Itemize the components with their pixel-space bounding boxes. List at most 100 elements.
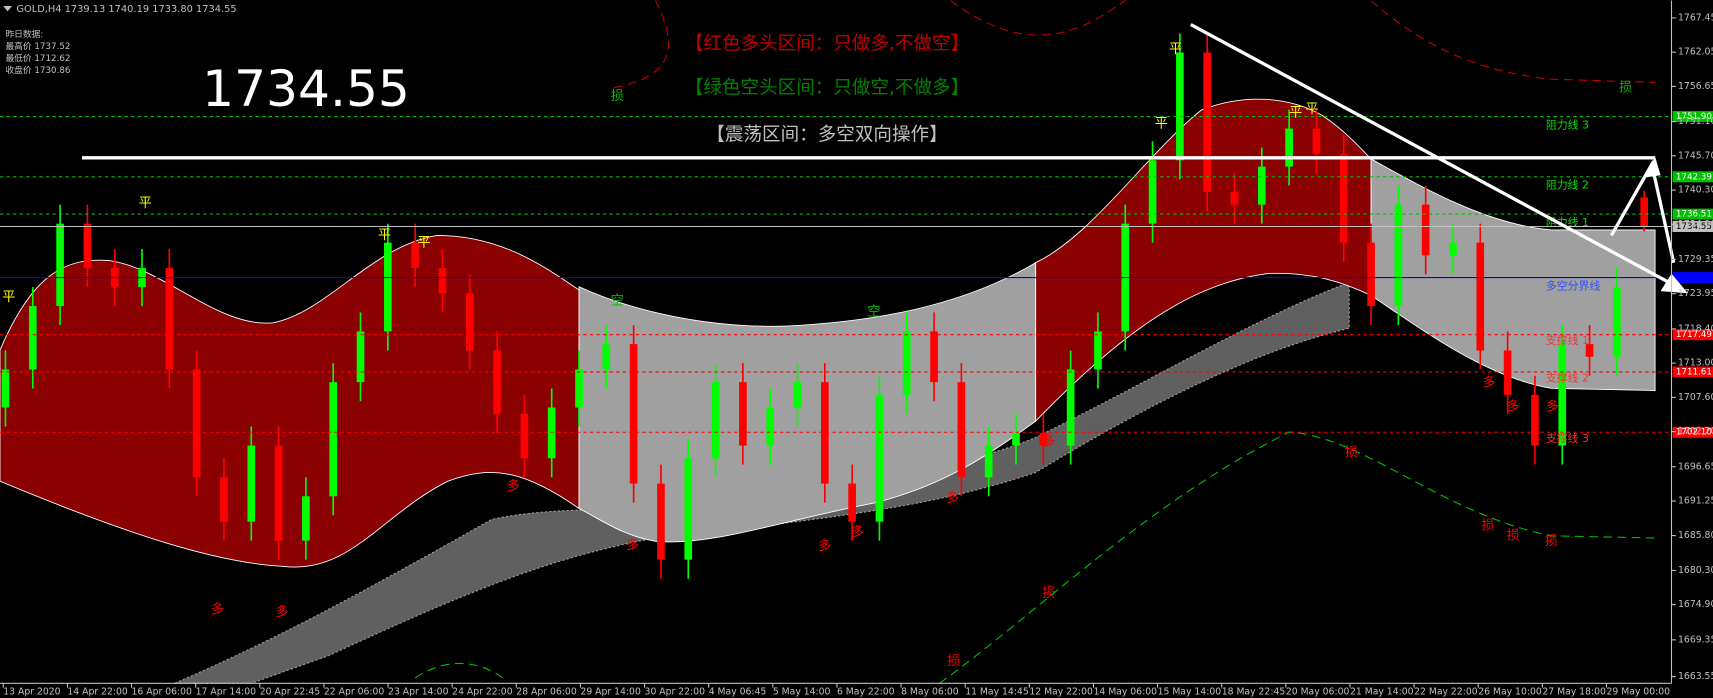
big-price: 1734.55	[202, 59, 410, 118]
level-price-box	[1672, 208, 1713, 220]
signal-marker: 平	[2, 290, 15, 305]
candle-body	[1339, 153, 1348, 243]
annotation: 【绿色空头区间：只做空,不做多】	[685, 77, 969, 98]
info-line: 收盘价 1730.86	[5, 64, 70, 76]
candle-body	[657, 483, 665, 560]
candle-body	[1176, 52, 1184, 161]
bull-zone	[0, 234, 580, 568]
x-tick-label: 16 Apr 06:00	[132, 687, 193, 698]
level-price-box	[1672, 272, 1713, 284]
x-tick-label: 17 Apr 14:00	[196, 687, 257, 698]
candle-body	[220, 477, 228, 522]
candle-body	[1039, 432, 1048, 446]
signal-marker: 平	[417, 236, 430, 251]
signal-marker: 损	[611, 88, 624, 104]
candle-body	[83, 223, 92, 269]
upper-envelope	[611, 0, 1126, 89]
candle-body	[274, 445, 283, 541]
candle-body	[1066, 369, 1075, 446]
level-price-label: 1734.55	[1676, 222, 1712, 232]
level-price-label: 1742.39	[1676, 172, 1712, 182]
candle-body	[793, 382, 802, 408]
signal-marker: 多	[1042, 432, 1055, 449]
x-tick-label: 28 Apr 06:00	[516, 687, 577, 698]
signal-marker: 损	[1481, 517, 1494, 533]
signal-marker: 损	[1619, 79, 1632, 95]
signal-marker: 损	[1545, 533, 1558, 549]
y-tick-label: 1669.35	[1678, 634, 1713, 645]
x-tick-label: 18 May 22:45	[1222, 687, 1286, 698]
candle-body	[1203, 52, 1212, 192]
signal-marker: 空	[867, 303, 880, 319]
candle-body	[711, 382, 720, 459]
y-tick-label: 1685.80	[1678, 530, 1713, 541]
candle-body	[684, 458, 693, 560]
y-tick-label: 1696.65	[1678, 461, 1713, 472]
y-tick-label: 1674.90	[1678, 599, 1713, 610]
signal-marker: 损	[947, 653, 960, 669]
candle-body	[820, 382, 829, 484]
signal-marker: 多	[851, 523, 864, 540]
x-tick-label: 12 May 22:00	[1029, 687, 1093, 698]
candle-body	[1558, 344, 1567, 446]
candle-body	[165, 268, 174, 370]
level-name: 多空分界线	[1546, 278, 1601, 292]
candle-body	[739, 382, 747, 446]
y-tick-label: 1663.55	[1678, 671, 1713, 682]
x-tick-label: 21 May 14:00	[1350, 687, 1414, 698]
x-tick-label: 26 May 10:00	[1478, 687, 1542, 698]
level-name: 支撑线 3	[1546, 431, 1589, 445]
x-tick-label: 6 May 22:00	[837, 687, 895, 698]
signal-marker: 平	[139, 196, 152, 211]
candle-body	[1312, 128, 1321, 154]
info-title: 昨日数据:	[5, 28, 43, 40]
candle-body	[465, 293, 474, 351]
candle-body	[1613, 287, 1621, 357]
y-tick-label: 1691.25	[1678, 496, 1713, 507]
x-tick-label: 14 Apr 22:00	[67, 687, 128, 698]
y-tick-label: 1729.35	[1678, 254, 1713, 265]
candle-body	[1230, 191, 1239, 205]
x-tick-label: 4 May 06:45	[709, 687, 767, 698]
y-tick-label: 1767.45	[1678, 12, 1713, 23]
y-tick-label: 1745.70	[1678, 150, 1713, 161]
level-price-box	[1672, 111, 1713, 122]
signal-marker: 损	[1507, 527, 1520, 543]
candle-body	[875, 394, 884, 522]
y-tick-label: 1707.60	[1678, 392, 1713, 403]
candle-body	[848, 483, 856, 522]
level-name: 阻力线 1	[1546, 215, 1589, 229]
candle-body	[56, 223, 64, 307]
y-tick-label: 1734.90	[1678, 219, 1713, 230]
bull-zone	[1035, 98, 1372, 423]
level-price-label: 1736.51	[1676, 210, 1712, 220]
candle-body	[356, 331, 365, 383]
candle-body	[629, 344, 638, 484]
level-price-label: 1702.10	[1676, 428, 1712, 438]
level-name: 支撑线 2	[1546, 371, 1589, 385]
candle-body	[984, 445, 993, 478]
menu-icon[interactable]	[3, 5, 13, 12]
candle-body	[1148, 160, 1157, 224]
x-tick-label: 14 May 06:00	[1093, 687, 1157, 698]
signal-marker: 多	[818, 537, 831, 554]
x-tick-label: 27 May 18:00	[1542, 687, 1606, 698]
x-tick-label: 8 May 06:00	[901, 687, 959, 698]
lower-envelope	[414, 431, 1656, 684]
signal-marker: 平	[378, 228, 391, 243]
x-tick-label: 22 May 22:00	[1414, 687, 1478, 698]
info-line: 最高价 1737.52	[5, 40, 70, 52]
candle-body	[1394, 204, 1403, 307]
x-tick-label: 22 Apr 06:00	[324, 687, 385, 698]
candle-body	[247, 445, 256, 522]
signal-marker: 平	[1306, 102, 1319, 117]
candle-body	[1257, 166, 1266, 205]
candle-body	[438, 268, 447, 294]
candle-body	[1585, 344, 1594, 357]
x-tick-label: 30 Apr 22:00	[645, 687, 706, 698]
x-tick-label: 11 May 14:45	[965, 687, 1029, 698]
signal-marker: 多	[507, 477, 520, 494]
candle-body	[1094, 331, 1102, 370]
